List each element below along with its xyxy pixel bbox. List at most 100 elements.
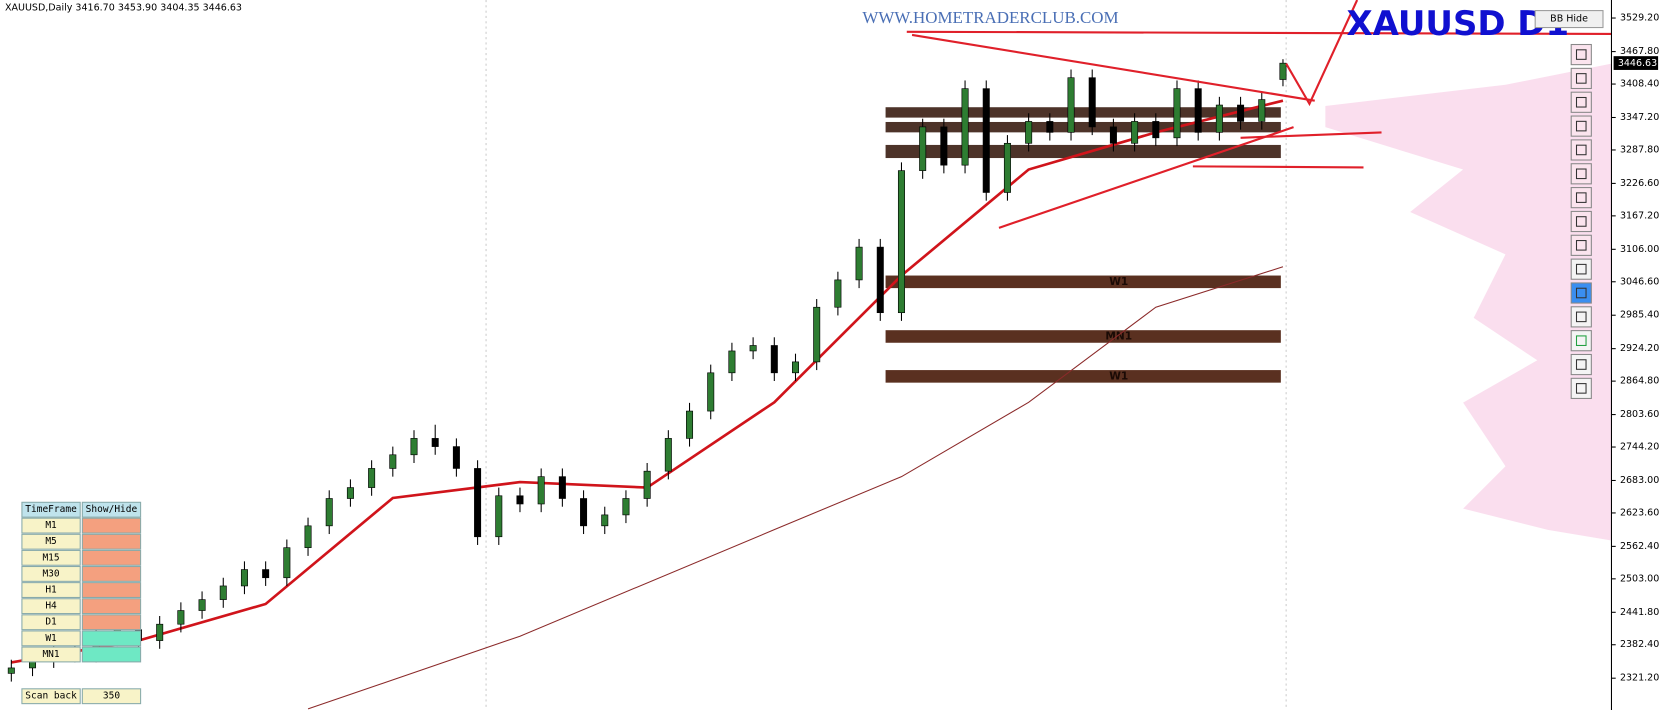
- tool-button[interactable]: [1570, 67, 1592, 90]
- panel-cell: [81, 688, 142, 705]
- candle-body: [198, 599, 206, 611]
- tool-button[interactable]: [1570, 282, 1592, 304]
- tool-button[interactable]: [1570, 139, 1592, 161]
- candle-body: [897, 170, 905, 314]
- candle-body: [1046, 121, 1054, 133]
- candle-body: [431, 438, 439, 447]
- candle-body: [1131, 121, 1139, 144]
- candle-body: [580, 498, 588, 527]
- candle-body: [7, 667, 15, 674]
- y-tick-label: 3529.20: [1620, 13, 1659, 24]
- tool-button[interactable]: [1570, 258, 1592, 280]
- y-tick-label: 2382.40: [1620, 639, 1659, 650]
- tool-icon[interactable]: [1575, 192, 1587, 203]
- tool-icon[interactable]: [1575, 335, 1587, 346]
- tool-icon[interactable]: [1575, 120, 1587, 132]
- candle-body: [1237, 104, 1245, 122]
- toggle[interactable]: [81, 549, 142, 566]
- tool-button[interactable]: [1570, 210, 1592, 233]
- candle-body: [240, 569, 248, 587]
- panel-cell: [21, 501, 81, 518]
- panel-text: H4: [45, 601, 57, 612]
- y-tick-label: 3226.60: [1620, 178, 1659, 189]
- candle-body: [389, 454, 397, 469]
- zone: [885, 370, 1281, 383]
- panel-text: Scan back: [25, 691, 77, 702]
- panel-cell: [81, 501, 142, 518]
- open-text: 3416.70: [75, 2, 114, 13]
- tool-icon[interactable]: [1575, 168, 1587, 180]
- y-tick-label: 2623.60: [1620, 507, 1659, 518]
- candle-body: [262, 569, 270, 579]
- chart-title: XAUUSD D1: [1347, 4, 1570, 43]
- panel-text: W1: [45, 633, 57, 644]
- panel-cell: [21, 517, 81, 534]
- trend-line: [998, 126, 1294, 229]
- tool-button[interactable]: [1570, 353, 1592, 376]
- tool-icon[interactable]: [1575, 263, 1587, 275]
- toolbar: [1570, 43, 1592, 399]
- candle-body: [558, 476, 566, 499]
- panel-text: MN1: [42, 649, 59, 660]
- tool-button[interactable]: [1570, 330, 1592, 352]
- tool-button[interactable]: [1570, 163, 1592, 185]
- low-text: 3404.35: [160, 2, 199, 13]
- y-tick-label: 2683.00: [1620, 475, 1659, 486]
- toggle[interactable]: [81, 630, 142, 647]
- panel-cell: [21, 688, 81, 705]
- bb-hide-label[interactable]: BB Hide: [1550, 14, 1588, 25]
- panel-cell: [21, 582, 81, 598]
- y-tick-label: 3046.60: [1620, 276, 1659, 287]
- tool-button[interactable]: [1570, 187, 1592, 209]
- tool-icon[interactable]: [1575, 216, 1587, 227]
- toggle[interactable]: [81, 598, 142, 615]
- candle-body: [1279, 62, 1287, 80]
- candle-body: [855, 246, 863, 281]
- y-tick-label: 3167.20: [1620, 210, 1659, 221]
- panel-cell: [21, 549, 81, 566]
- tool-icon[interactable]: [1575, 240, 1587, 251]
- trend-lines: [906, 0, 1612, 229]
- candle-body: [1215, 104, 1223, 133]
- tool-icon[interactable]: [1575, 359, 1587, 370]
- candle-body: [982, 88, 990, 193]
- toggle[interactable]: [81, 646, 142, 663]
- tool-button[interactable]: [1570, 234, 1592, 256]
- zone: [885, 275, 1281, 289]
- candle-body: [919, 126, 927, 171]
- tool-icon[interactable]: [1575, 311, 1587, 323]
- tool-icon[interactable]: [1575, 96, 1587, 108]
- tool-icon[interactable]: [1575, 287, 1587, 299]
- tool-icon[interactable]: [1575, 144, 1587, 156]
- tool-button[interactable]: [1570, 43, 1592, 66]
- toggle[interactable]: [81, 582, 142, 598]
- bb-hide-button[interactable]: [1534, 10, 1604, 29]
- tool-icon[interactable]: [1575, 383, 1587, 394]
- candle-body: [601, 514, 609, 527]
- toggle[interactable]: [81, 517, 142, 534]
- tool-button[interactable]: [1570, 91, 1592, 113]
- tool-button[interactable]: [1570, 115, 1592, 137]
- panel-text: M1: [45, 520, 57, 531]
- candle-body: [961, 88, 969, 166]
- toggle[interactable]: [81, 533, 142, 550]
- projection: [1285, 0, 1359, 107]
- y-tick-label: 2503.00: [1620, 573, 1659, 584]
- toggle[interactable]: [81, 614, 142, 631]
- tool-button[interactable]: [1570, 377, 1592, 399]
- tool-icon[interactable]: [1575, 73, 1587, 84]
- timeframe-panel: TimeFrame Show/Hide M1 M5 M15 M30 H1 H4 D1 W1 MN1 S…: [21, 501, 142, 705]
- candle-body: [516, 495, 524, 505]
- zone: [885, 330, 1281, 343]
- zone-label: MN1: [1105, 330, 1132, 342]
- zone-label: W1: [1109, 370, 1128, 382]
- tool-icon[interactable]: [1575, 49, 1587, 60]
- panel-cell: [21, 598, 81, 615]
- tool-button[interactable]: [1570, 306, 1592, 328]
- candle-body: [474, 468, 482, 538]
- moving-average: [307, 266, 1284, 710]
- toggle[interactable]: [81, 565, 142, 582]
- candle-body: [1003, 142, 1011, 193]
- candle-body: [749, 345, 757, 352]
